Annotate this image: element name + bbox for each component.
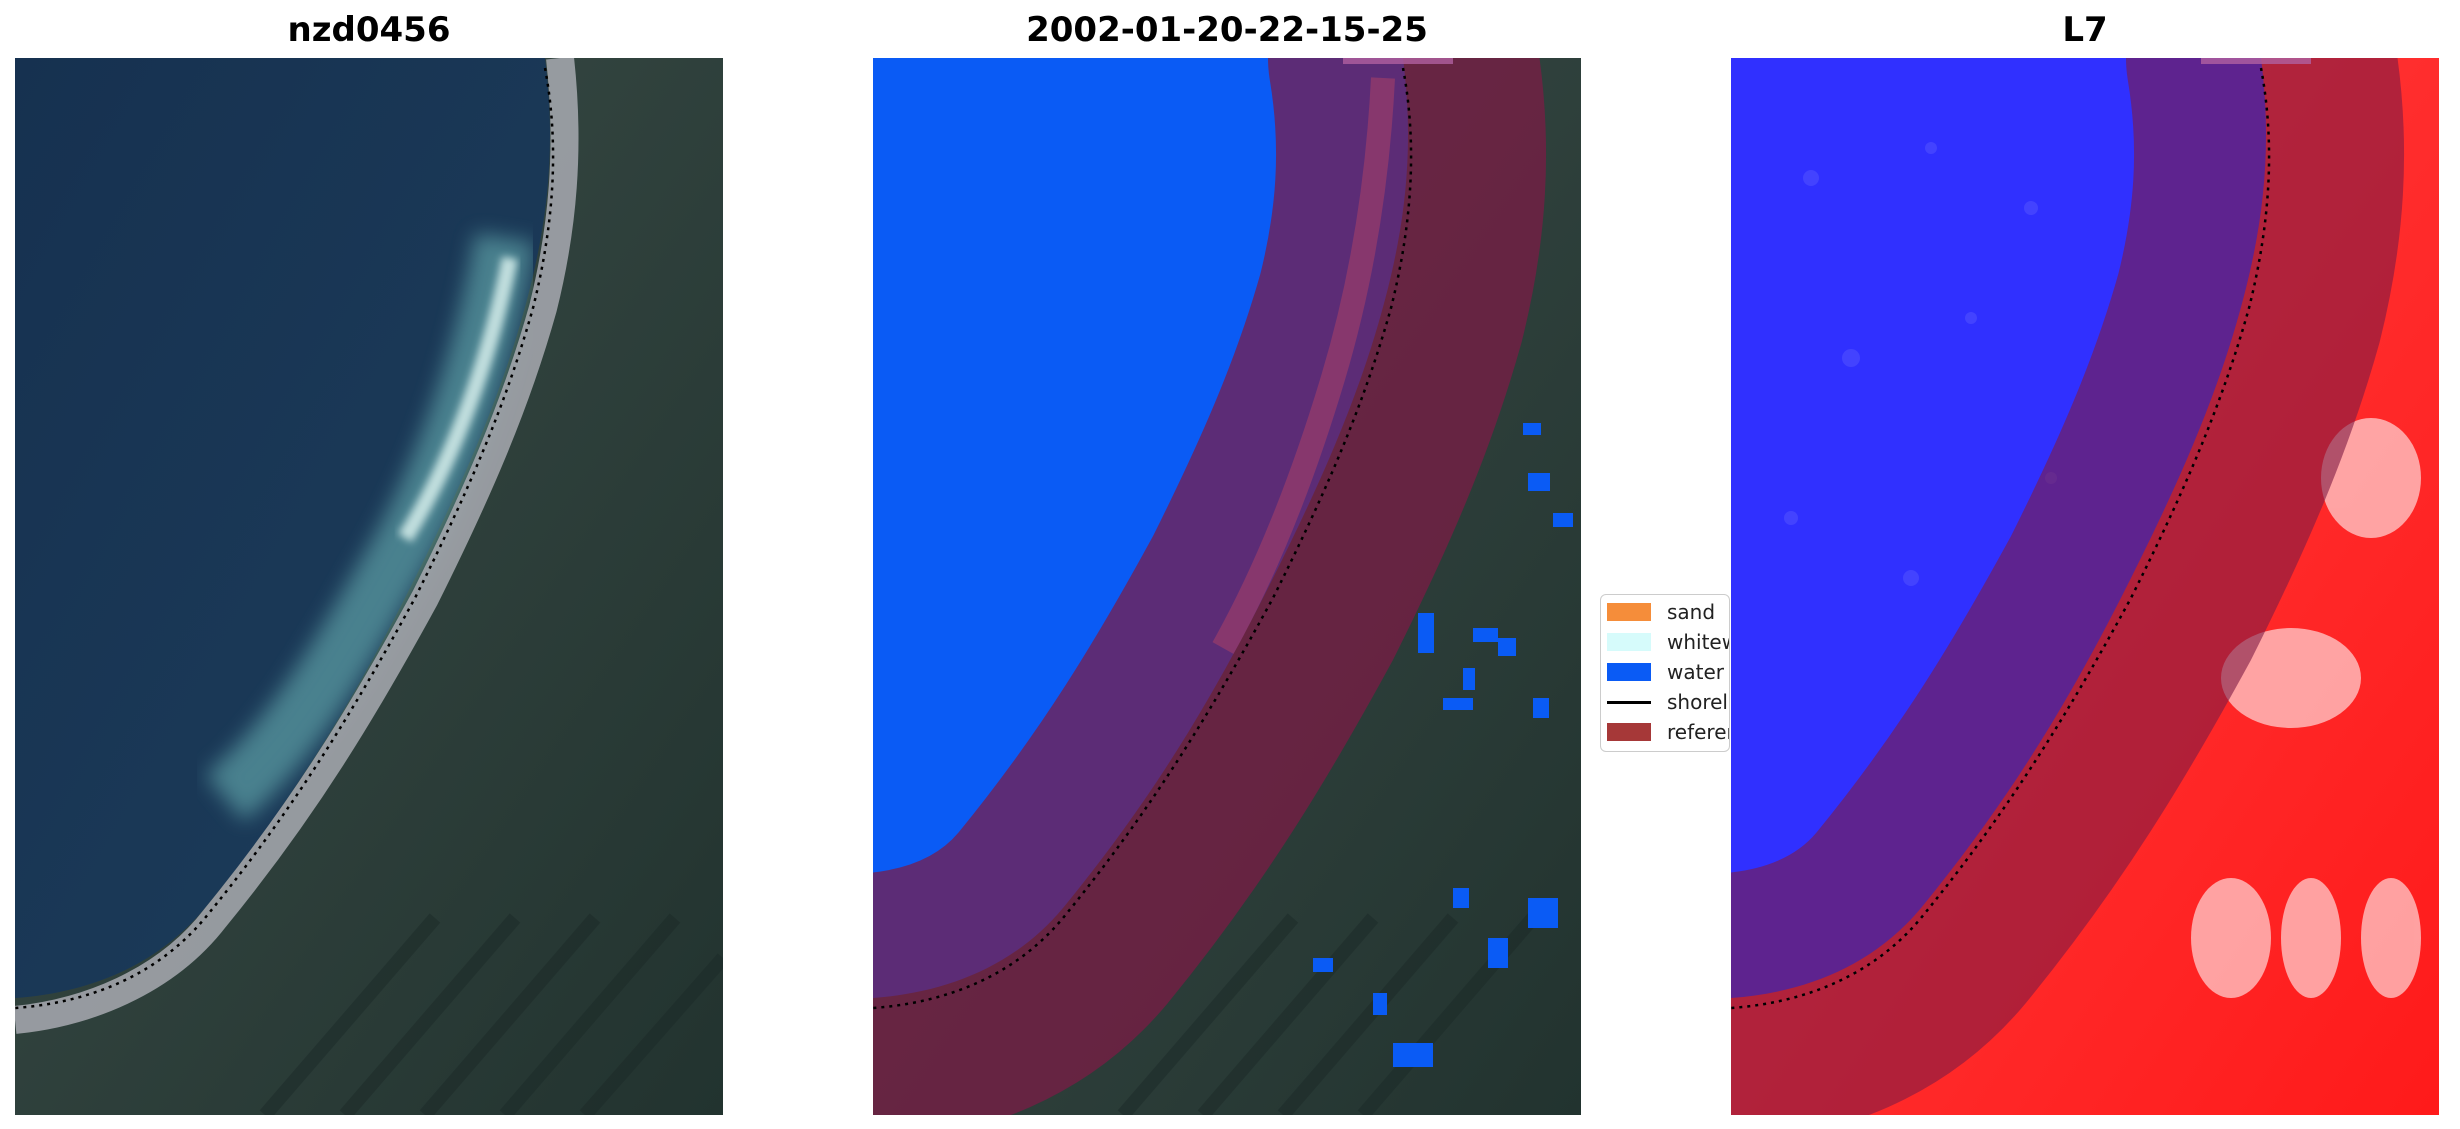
water-swatch — [1607, 663, 1651, 681]
index-image — [1731, 58, 2439, 1115]
legend-label: water — [1667, 660, 1724, 684]
panel-title-index: L7 — [2062, 10, 2108, 50]
legend-label: reference shoreline buffer — [1667, 720, 1729, 744]
reference-buffer-swatch — [1607, 723, 1651, 741]
legend-label: sand — [1667, 600, 1716, 624]
panel-title-classification: 2002-01-20-22-15-25 — [1026, 10, 1428, 50]
whitewater-swatch — [1607, 633, 1651, 651]
classification-panel — [873, 58, 1581, 1115]
legend-item-water: water — [1607, 659, 1724, 685]
rgb-image-panel — [15, 58, 723, 1115]
rgb-image — [15, 58, 723, 1115]
legend-item-reference-buffer: reference shoreline buffer — [1607, 719, 1729, 745]
legend-label: shoreline — [1667, 690, 1729, 714]
legend-item-sand: sand — [1607, 599, 1715, 625]
shoreline-swatch — [1607, 700, 1651, 704]
panel-title-rgb: nzd0456 — [287, 10, 451, 50]
legend-item-shoreline: shoreline — [1607, 689, 1729, 715]
sand-swatch — [1607, 603, 1651, 621]
index-panel — [1731, 58, 2439, 1115]
classification-image — [873, 58, 1581, 1115]
shoreline-line — [15, 67, 555, 1010]
